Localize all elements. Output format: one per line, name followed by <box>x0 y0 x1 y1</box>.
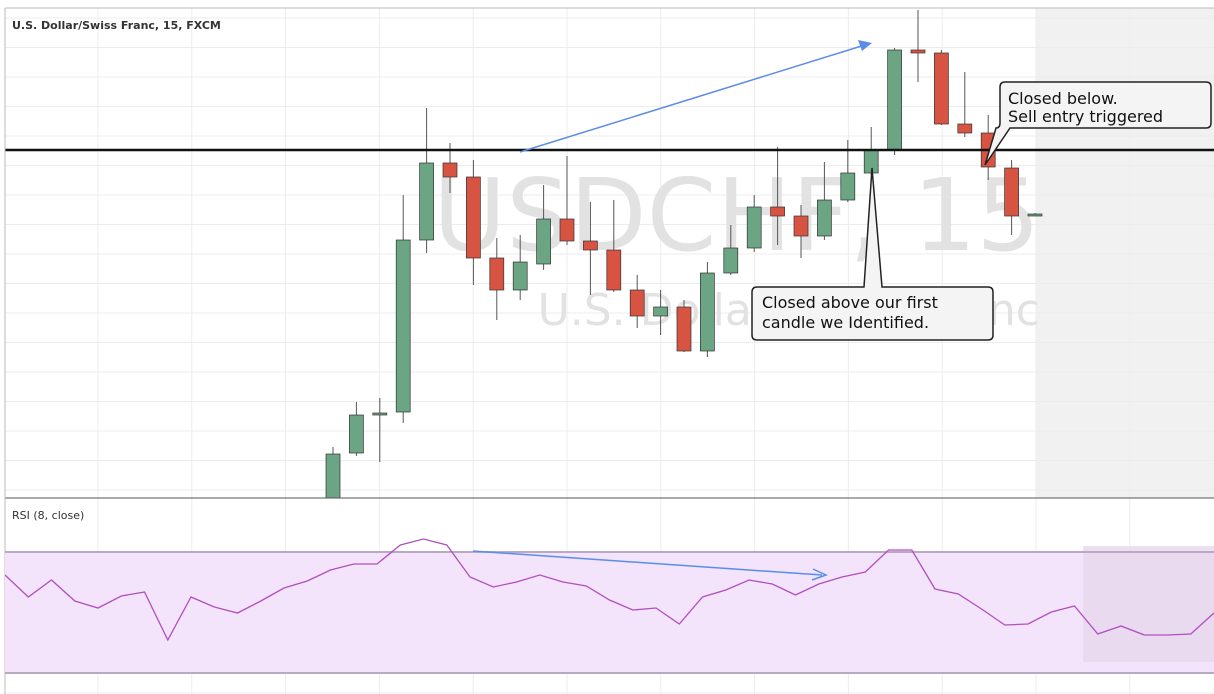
candle-body <box>419 162 434 241</box>
rsi-band <box>5 552 1214 673</box>
arrow-head <box>811 568 828 581</box>
rsi-line <box>5 538 1214 642</box>
candle-body <box>770 206 785 217</box>
candle-body <box>512 261 528 291</box>
candle-body <box>583 240 598 251</box>
callout <box>984 81 1212 166</box>
candle-body <box>442 162 458 178</box>
candle-body <box>723 247 739 274</box>
candle-body <box>466 176 481 259</box>
arrow-head <box>858 40 872 51</box>
arrow <box>519 43 869 153</box>
candle-body <box>653 306 668 317</box>
arrow <box>472 550 823 576</box>
candle-body <box>793 215 809 237</box>
callout-text: Closed below. <box>1008 89 1118 108</box>
candle-body <box>606 249 622 291</box>
candle-body <box>910 49 926 54</box>
candle-body <box>536 218 551 265</box>
callout <box>751 167 994 341</box>
chart-title: U.S. Dollar/Swiss Franc, 15, FXCM <box>12 19 221 32</box>
future-area <box>1083 546 1214 662</box>
candle-body <box>817 199 832 237</box>
candle-body <box>395 239 411 413</box>
candle-body <box>746 206 762 249</box>
candle-body <box>629 289 645 317</box>
candle-body <box>1004 167 1019 217</box>
candle-body <box>559 218 575 242</box>
candle-body <box>934 52 949 125</box>
candle-body <box>840 172 856 201</box>
candle-body <box>676 306 692 352</box>
candle-body <box>489 257 505 291</box>
candle-body <box>887 49 902 151</box>
rsi-pane <box>5 538 1214 674</box>
callout-text: Closed above our first <box>762 293 938 312</box>
rsi-title: RSI (8, close) <box>12 509 84 522</box>
price-pane <box>5 10 1214 498</box>
candle-body <box>325 453 341 498</box>
candle-body <box>372 412 388 416</box>
candle-body <box>1027 213 1043 217</box>
callout-text: Sell entry triggered <box>1008 107 1163 126</box>
candle-body <box>349 414 364 454</box>
candle-body <box>957 123 973 134</box>
candle-body <box>700 272 715 352</box>
callout-text: candle we Identified. <box>762 313 929 332</box>
